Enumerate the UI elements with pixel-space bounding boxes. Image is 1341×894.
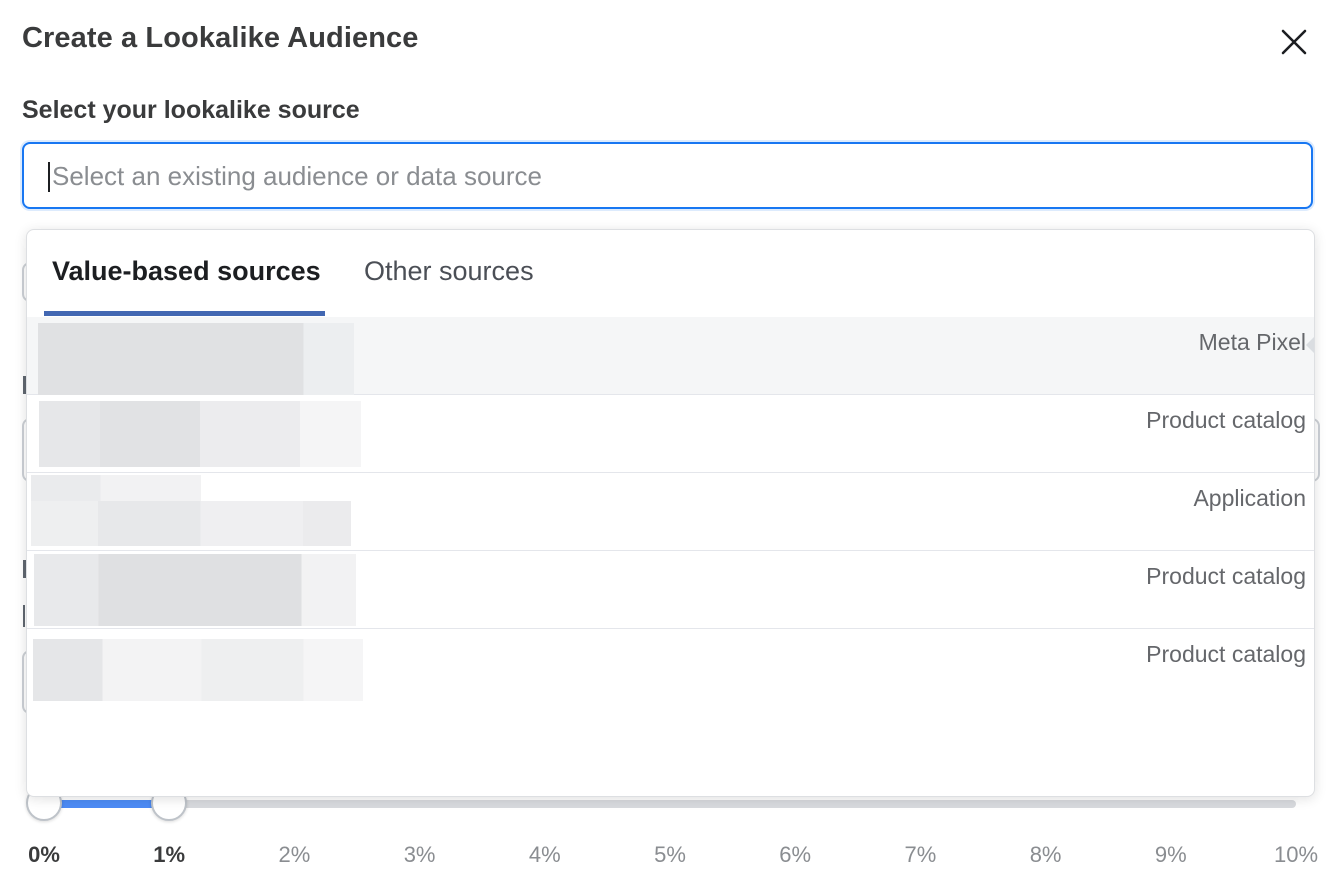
source-type: Product catalog bbox=[1146, 563, 1306, 589]
source-type: Application bbox=[1193, 485, 1306, 511]
text-caret bbox=[48, 162, 50, 192]
close-icon[interactable] bbox=[1280, 28, 1308, 56]
source-tabs: Value-based sources Other sources bbox=[27, 230, 1314, 318]
source-option[interactable]: Meta Pixel bbox=[27, 317, 1314, 395]
tick-label: 6% bbox=[779, 842, 812, 867]
tick-label: 4% bbox=[528, 842, 561, 867]
tick-label: 2% bbox=[278, 842, 311, 867]
active-tab-indicator bbox=[44, 311, 325, 316]
source-type: Product catalog bbox=[1146, 407, 1306, 433]
background-text-fragment bbox=[23, 605, 25, 627]
redacted-source-name bbox=[38, 323, 354, 395]
tick-label: 8% bbox=[1029, 842, 1062, 867]
close-button[interactable] bbox=[1272, 20, 1316, 64]
source-search-input[interactable] bbox=[50, 144, 1294, 209]
redacted-source-name bbox=[34, 554, 356, 626]
source-option[interactable]: Application bbox=[27, 473, 1314, 551]
tab-value-based-sources[interactable]: Value-based sources bbox=[52, 256, 321, 286]
chevron-left-icon bbox=[1306, 337, 1314, 353]
redacted-source-detail bbox=[31, 501, 351, 546]
source-option[interactable]: Product catalog bbox=[27, 629, 1314, 706]
dialog-title: Create a Lookalike Audience bbox=[22, 22, 419, 54]
tick-label: 10% bbox=[1273, 842, 1319, 867]
background-text-fragment bbox=[23, 376, 26, 394]
tick-label: 3% bbox=[403, 842, 436, 867]
source-type: Product catalog bbox=[1146, 641, 1306, 667]
audience-size-slider-track[interactable] bbox=[44, 800, 1296, 808]
redacted-source-name bbox=[31, 475, 201, 501]
redacted-source-name bbox=[33, 639, 363, 701]
tick-label: 0% bbox=[28, 842, 60, 867]
source-dropdown: Value-based sources Other sources Meta P… bbox=[26, 229, 1315, 797]
tick-label: 1% bbox=[153, 842, 186, 867]
background-text-fragment bbox=[23, 560, 26, 578]
source-option[interactable]: Product catalog bbox=[27, 551, 1314, 629]
source-option[interactable]: Product catalog bbox=[27, 395, 1314, 473]
tick-label: 5% bbox=[654, 842, 686, 867]
source-label: Select your lookalike source bbox=[22, 96, 360, 124]
source-input-container[interactable] bbox=[22, 142, 1313, 209]
tab-other-sources[interactable]: Other sources bbox=[364, 256, 534, 286]
redacted-source-name bbox=[39, 401, 361, 467]
tick-label: 7% bbox=[904, 842, 937, 867]
tick-label: 9% bbox=[1154, 842, 1187, 867]
source-type: Meta Pixel bbox=[1198, 329, 1306, 355]
audience-size-slider-fill bbox=[44, 800, 170, 808]
